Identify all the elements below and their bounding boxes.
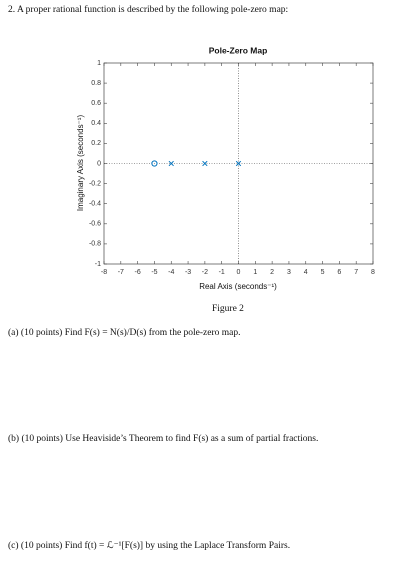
y-tick-label: 0.4 xyxy=(91,120,101,127)
x-tick-label: -1 xyxy=(219,269,225,276)
x-tick-label: 8 xyxy=(371,269,375,276)
figure-caption: Figure 2 xyxy=(212,304,244,314)
y-tick-label: 0.8 xyxy=(91,80,101,87)
chart: Pole-Zero Map Real Axis (seconds⁻¹) Imag… xyxy=(76,45,375,291)
pole-marker xyxy=(202,160,208,167)
x-tick-label: 2 xyxy=(270,269,274,276)
x-axis-label: Real Axis (seconds⁻¹) xyxy=(199,282,277,291)
y-tick-label: -0.8 xyxy=(89,241,101,248)
y-tick-label: -0.4 xyxy=(89,201,101,208)
y-tick-label: 1 xyxy=(97,60,101,67)
y-tick-label: -0.6 xyxy=(89,221,101,228)
x-tick-label: -7 xyxy=(118,269,124,276)
chart-title: Pole-Zero Map xyxy=(209,45,268,55)
x-tick-label: -2 xyxy=(202,269,208,276)
x-tick-label: 1 xyxy=(253,269,257,276)
x-tick-label: -6 xyxy=(135,269,141,276)
pole-marker xyxy=(235,160,242,167)
y-tick-label: 0.6 xyxy=(91,100,101,107)
x-tick-label: 5 xyxy=(321,269,325,276)
y-axis-label: Imaginary Axis (seconds⁻¹) xyxy=(76,115,85,212)
pole-marker xyxy=(168,160,174,167)
x-tick-label: 4 xyxy=(304,269,308,276)
zero-marker xyxy=(151,160,158,167)
x-tick-label: -4 xyxy=(168,269,174,276)
y-tick-label: -1 xyxy=(95,261,101,268)
x-tick-label: -8 xyxy=(101,269,107,276)
question: 2. A proper rational function is describ… xyxy=(8,5,289,15)
part-c: (c) (10 points) Find f(t) = ℒ⁻¹[F(s)] by… xyxy=(8,541,291,551)
y-tick-label: 0 xyxy=(97,160,101,167)
y-tick-label: -0.2 xyxy=(89,180,101,187)
part-b: (b) (10 points) Use Heaviside’s Theorem … xyxy=(8,434,319,444)
x-tick-label: 0 xyxy=(237,269,241,276)
x-tick-label: 3 xyxy=(287,269,291,276)
x-tick-label: -3 xyxy=(185,269,191,276)
part-a: (a) (10 points) Find F(s) = N(s)/D(s) fr… xyxy=(8,328,241,338)
x-tick-label: -5 xyxy=(151,269,157,276)
x-tick-label: 7 xyxy=(354,269,358,276)
y-tick-label: 0.2 xyxy=(91,140,101,147)
x-tick-label: 6 xyxy=(337,269,341,276)
